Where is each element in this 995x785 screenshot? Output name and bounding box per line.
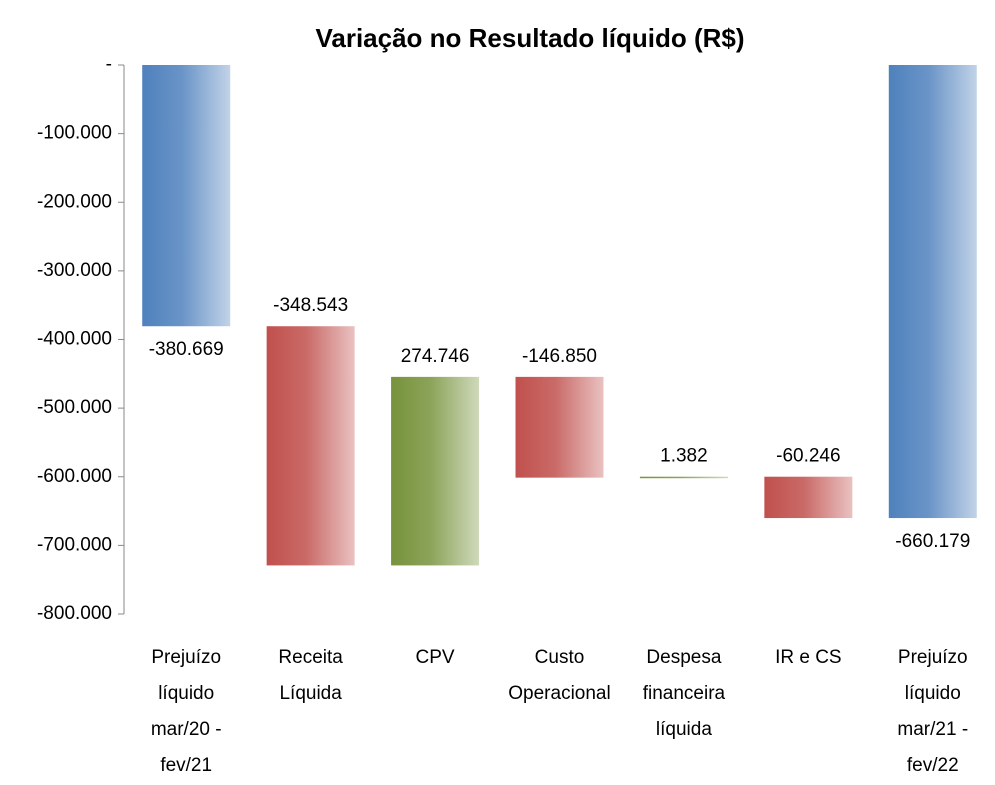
bar (515, 376, 604, 478)
x-tick-label: Receita Líquida (278, 647, 343, 704)
y-tick-label: -500.000 (37, 397, 112, 418)
y-tick-label: -700.000 (37, 534, 112, 555)
value-label: -146.850 (522, 346, 597, 367)
x-tick-label: IR e CS (775, 647, 842, 668)
bar (764, 476, 853, 519)
value-label: -60.246 (776, 446, 840, 467)
y-tick-label: -100.000 (37, 123, 112, 144)
value-label: -348.543 (273, 295, 348, 316)
value-label: 1.382 (660, 446, 708, 467)
x-tick-label: CPV (415, 647, 455, 668)
bar (391, 376, 480, 566)
bar (639, 476, 728, 479)
y-tick-label: -600.000 (37, 466, 112, 487)
bar (266, 326, 355, 566)
value-label: -660.179 (895, 531, 970, 552)
x-tick-label: Prejuízo líquido mar/20 - fev/21 (150, 647, 222, 776)
bar (142, 65, 231, 327)
value-label: 274.746 (401, 346, 470, 367)
value-label: -380.669 (149, 339, 224, 360)
x-tick-label: Custo Operacional (508, 647, 611, 704)
y-tick-label: -800.000 (37, 603, 112, 624)
x-tick-label: Prejuízo líquido mar/21 - fev/22 (897, 647, 969, 776)
y-tick-label: - (106, 54, 112, 75)
x-tick-label: Despesa financeira líquida (642, 647, 726, 740)
chart-title: Variação no Resultado líquido (R$) (315, 23, 744, 53)
y-tick-label: -200.000 (37, 191, 112, 212)
bar (888, 65, 977, 519)
y-tick-label: -300.000 (37, 260, 112, 281)
y-tick-label: -400.000 (37, 329, 112, 350)
